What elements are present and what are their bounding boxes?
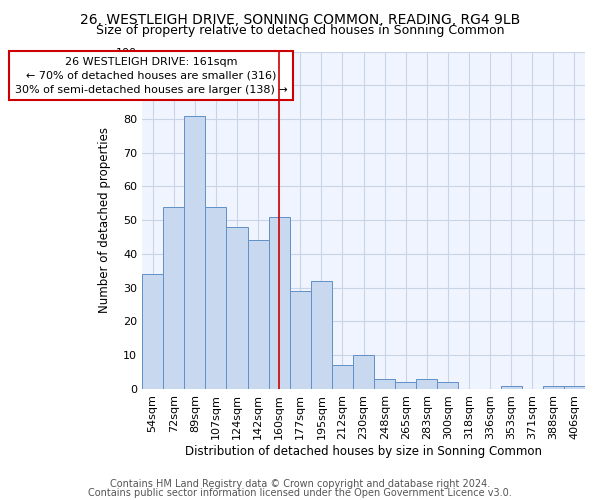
Bar <box>290 291 311 389</box>
Bar <box>248 240 269 389</box>
Bar <box>564 386 585 389</box>
Y-axis label: Number of detached properties: Number of detached properties <box>98 127 110 313</box>
Bar <box>500 386 522 389</box>
Bar <box>353 355 374 389</box>
Bar <box>163 206 184 389</box>
Bar <box>395 382 416 389</box>
Bar <box>374 379 395 389</box>
Bar <box>184 116 205 389</box>
Bar <box>269 217 290 389</box>
Bar <box>437 382 458 389</box>
Text: 26 WESTLEIGH DRIVE: 161sqm
← 70% of detached houses are smaller (316)
30% of sem: 26 WESTLEIGH DRIVE: 161sqm ← 70% of deta… <box>14 56 287 94</box>
Text: Size of property relative to detached houses in Sonning Common: Size of property relative to detached ho… <box>96 24 504 37</box>
Bar <box>226 227 248 389</box>
Text: 26, WESTLEIGH DRIVE, SONNING COMMON, READING, RG4 9LB: 26, WESTLEIGH DRIVE, SONNING COMMON, REA… <box>80 12 520 26</box>
Bar <box>142 274 163 389</box>
Bar <box>416 379 437 389</box>
Bar <box>205 206 226 389</box>
Bar <box>543 386 564 389</box>
Bar <box>332 366 353 389</box>
Text: Contains public sector information licensed under the Open Government Licence v3: Contains public sector information licen… <box>88 488 512 498</box>
Text: Contains HM Land Registry data © Crown copyright and database right 2024.: Contains HM Land Registry data © Crown c… <box>110 479 490 489</box>
X-axis label: Distribution of detached houses by size in Sonning Common: Distribution of detached houses by size … <box>185 444 542 458</box>
Bar <box>311 281 332 389</box>
